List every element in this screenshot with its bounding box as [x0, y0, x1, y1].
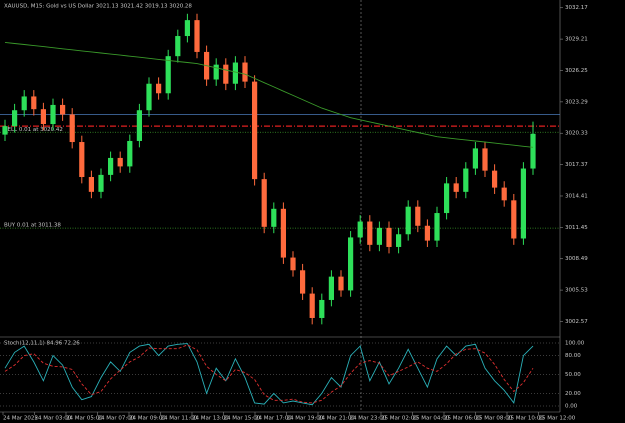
- candle-body: [156, 83, 162, 94]
- x-tick-label: 24 Mar 13:00: [192, 416, 229, 422]
- y-tick-label: 3002.57: [565, 319, 588, 325]
- x-tick-label: 24 Mar 15:00: [224, 416, 261, 422]
- x-tick-label: 24 Mar 09:00: [129, 416, 166, 422]
- candle-body: [60, 104, 66, 115]
- y-tick-label: 3026.25: [565, 68, 588, 74]
- y-tick-label: 3032.17: [565, 5, 588, 11]
- candle-body: [357, 221, 363, 238]
- candle-body: [271, 208, 277, 227]
- stoch-tick-label: 50.00: [565, 372, 581, 378]
- candle-body: [520, 168, 526, 239]
- candle-body: [184, 20, 190, 37]
- candle-body: [328, 276, 334, 300]
- x-tick-label: 24 Mar 23:00: [350, 416, 387, 422]
- x-tick-label: 24 Mar 07:00: [98, 416, 135, 422]
- candle-body: [242, 62, 248, 82]
- candle-body: [444, 183, 450, 214]
- x-tick-label: 24 Mar 11:00: [161, 416, 198, 422]
- candle-body: [376, 227, 382, 245]
- stoch-line: [4, 343, 534, 406]
- y-tick-label: 3008.49: [565, 256, 588, 262]
- x-tick-label: 24 Mar 2025: [3, 416, 38, 422]
- stoch-tick-label: 0.00: [565, 404, 578, 410]
- y-tick-label: 3005.53: [565, 288, 588, 294]
- candle-body: [12, 110, 18, 127]
- candle-body: [415, 206, 421, 226]
- candle-body: [434, 213, 440, 241]
- candle-body: [482, 148, 488, 171]
- x-tick-label: 25 Mar 12:00: [539, 416, 576, 422]
- candle-body: [453, 183, 459, 192]
- candle-body: [117, 157, 123, 167]
- candle-body: [424, 225, 430, 241]
- candle-body: [367, 221, 373, 245]
- candle-body: [40, 109, 46, 125]
- candle-body: [146, 83, 152, 111]
- candle-body: [290, 257, 296, 271]
- candle-body: [463, 168, 469, 192]
- stoch-line: [4, 344, 534, 404]
- candle-body: [88, 177, 94, 192]
- candle-body: [501, 187, 507, 201]
- candle-body: [261, 179, 267, 227]
- x-tick-label: 24 Mar 21:00: [318, 416, 355, 422]
- candle-body: [530, 133, 536, 169]
- candle-body: [108, 157, 114, 175]
- stoch-tick-label: 20.00: [565, 391, 581, 397]
- candle-body: [396, 234, 402, 247]
- candle-body: [492, 170, 498, 188]
- candle-body: [79, 142, 85, 178]
- x-tick-label: 24 Mar 19:00: [287, 416, 324, 422]
- candle-body: [2, 126, 8, 135]
- candle-body: [127, 140, 133, 167]
- candle-body: [309, 293, 315, 318]
- candle-body: [21, 96, 27, 111]
- y-tick-label: 3029.21: [565, 37, 588, 43]
- candle-body: [472, 148, 478, 169]
- candle-body: [252, 81, 258, 180]
- x-tick-label: 25 Mar 04:00: [413, 416, 450, 422]
- stoch-title: Stoch(12,11,1) 84.96 72.26: [4, 341, 80, 347]
- x-tick-label: 24 Mar 05:00: [66, 416, 103, 422]
- moving-average: [4, 41, 534, 148]
- candle-body: [98, 174, 104, 192]
- candle-body: [338, 276, 344, 291]
- candle-body: [232, 62, 238, 84]
- candle-body: [511, 200, 517, 239]
- candle-body: [319, 299, 325, 318]
- x-tick-label: 25 Mar 08:00: [476, 416, 513, 422]
- level-label: SELL 0.01 at 3020.42: [4, 127, 63, 133]
- candle-body: [348, 237, 354, 291]
- x-tick-label: 25 Mar 02:00: [381, 416, 418, 422]
- candle-body: [136, 110, 142, 141]
- y-tick-label: 3011.45: [565, 225, 588, 231]
- y-tick-label: 3020.33: [565, 131, 588, 137]
- level-label: BUY 0.01 at 3011.38: [4, 223, 61, 229]
- candle-body: [280, 208, 286, 258]
- candle-body: [405, 206, 411, 235]
- chart-title: XAUUSD, M15: Gold vs US Dollar 3021.13 3…: [4, 4, 192, 10]
- candle-body: [50, 104, 56, 125]
- candle-body: [69, 114, 75, 143]
- x-tick-label: 24 Mar 17:00: [255, 416, 292, 422]
- stoch-tick-label: 80.00: [565, 353, 581, 359]
- candle-body: [175, 36, 181, 57]
- y-tick-label: 3014.41: [565, 193, 588, 199]
- stoch-tick-label: 100.00: [565, 341, 585, 347]
- x-tick-label: 25 Mar 10:00: [507, 416, 544, 422]
- x-tick-label: 24 Mar 03:00: [35, 416, 72, 422]
- candle-body: [165, 56, 171, 94]
- y-tick-label: 3023.29: [565, 99, 588, 105]
- candle-body: [386, 227, 392, 247]
- candle-body: [213, 64, 219, 80]
- candle-body: [194, 20, 200, 52]
- candle-body: [223, 64, 229, 84]
- y-tick-label: 3017.37: [565, 162, 588, 168]
- x-tick-label: 25 Mar 06:00: [444, 416, 481, 422]
- candle-body: [300, 270, 306, 294]
- candle-body: [31, 96, 37, 110]
